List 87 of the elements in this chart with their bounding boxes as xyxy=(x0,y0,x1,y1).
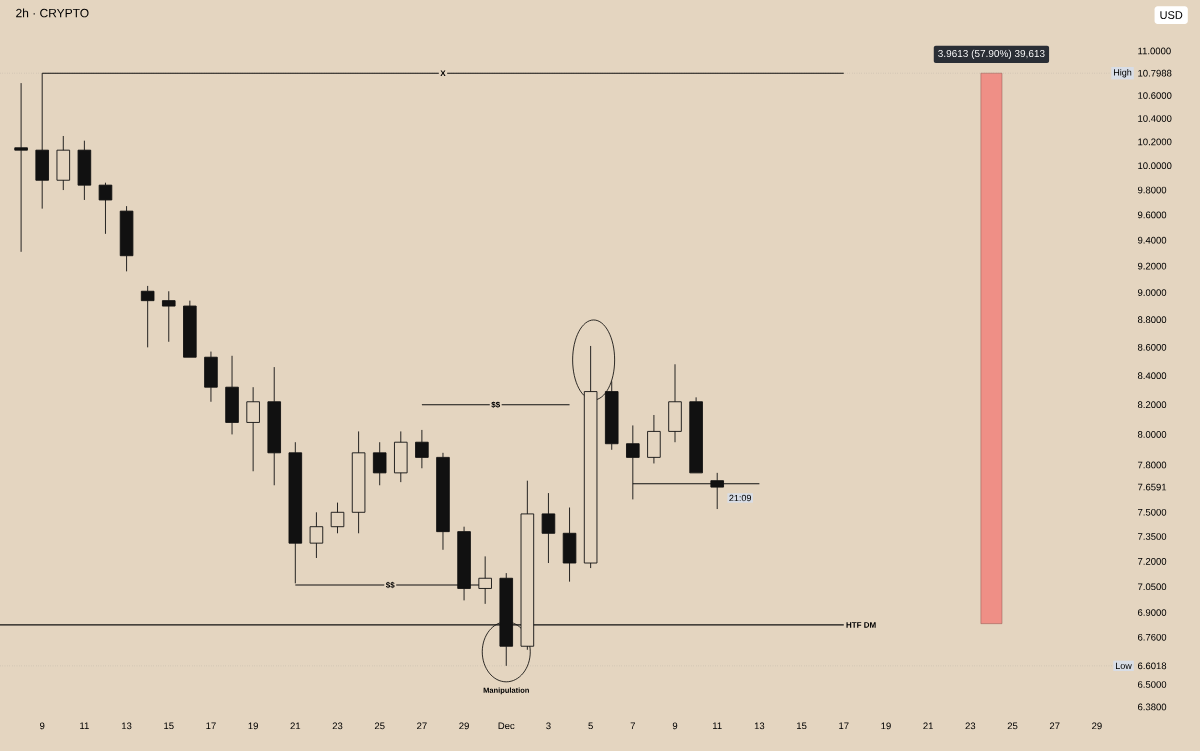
y-tick-label: 7.8000 xyxy=(1138,461,1167,469)
x-tick-label: 21 xyxy=(290,722,301,730)
candlestick xyxy=(647,414,661,464)
series-label: X xyxy=(440,70,446,76)
y-tick-label: 7.5000 xyxy=(1138,508,1167,516)
x-tick-label: 13 xyxy=(122,722,132,730)
candlestick xyxy=(14,82,28,253)
candlestick xyxy=(56,135,71,191)
x-tick-label: 9 xyxy=(39,722,45,730)
candlestick xyxy=(415,429,429,469)
candlestick xyxy=(330,502,345,534)
candlestick xyxy=(77,140,92,201)
y-tick-label: 9.6000 xyxy=(1137,211,1167,219)
candlestick xyxy=(436,452,450,551)
y-tick-label: 6.9000 xyxy=(1138,609,1167,616)
y-tick-label: 6.6018 xyxy=(1138,662,1167,670)
x-tick-label: 17 xyxy=(839,722,849,730)
candlestick xyxy=(604,380,619,451)
x-tick-label: 27 xyxy=(1049,722,1060,730)
data-label: 3.9613 (57.90%) 39,613 xyxy=(938,49,1045,59)
x-tick-label: 27 xyxy=(417,722,427,730)
y-tick-label: 7.2000 xyxy=(1138,558,1167,565)
x-tick-label: 25 xyxy=(374,722,385,730)
y-tick-label: 8.4000 xyxy=(1137,372,1167,380)
y-tick-label: 6.3800 xyxy=(1138,703,1167,711)
x-tick-label: 25 xyxy=(1007,722,1018,730)
candlestick xyxy=(583,345,598,569)
x-tick-label: 19 xyxy=(881,722,891,730)
x-tick-label: 23 xyxy=(332,722,343,730)
y-tick-label: 7.3500 xyxy=(1138,533,1167,540)
x-tick-label: 19 xyxy=(248,722,258,730)
candlestick xyxy=(267,366,282,486)
chart-title: 2h · CRYPTO xyxy=(16,8,89,18)
candlestick xyxy=(668,363,682,443)
x-tick-label: 7 xyxy=(630,722,635,730)
candlestick xyxy=(351,430,366,534)
x-tick-label: 11 xyxy=(80,722,89,730)
y-tick-label: 9.2000 xyxy=(1137,262,1167,270)
x-tick-label: 13 xyxy=(754,722,765,730)
y-tick-label: 9.4000 xyxy=(1137,236,1167,244)
x-tick-label: 5 xyxy=(588,722,593,730)
x-tick-label: 29 xyxy=(1092,722,1102,730)
x-tick-label: Dec xyxy=(498,722,515,730)
y-tick-label: 10.2000 xyxy=(1138,138,1172,146)
ref-line-label: Low xyxy=(1116,662,1132,669)
x-tick-label: 11 xyxy=(712,722,722,730)
x-tick-label: 15 xyxy=(164,722,174,730)
x-tick-label: 29 xyxy=(459,722,469,730)
y-tick-label: 8.6000 xyxy=(1137,343,1167,351)
y-tick-label: 9.8000 xyxy=(1137,186,1167,194)
y-tick-label: 11.0000 xyxy=(1138,47,1171,55)
candlestick xyxy=(309,511,324,559)
candlestick xyxy=(140,285,155,348)
series-label: $$ xyxy=(385,581,395,589)
candlestick xyxy=(541,492,556,564)
candlestick xyxy=(246,386,260,472)
x-tick-label: 9 xyxy=(672,722,678,730)
y-tick-label: 8.0000 xyxy=(1137,431,1167,438)
y-tick-label: 10.0000 xyxy=(1138,162,1172,170)
candlestick xyxy=(161,290,176,343)
candlestick xyxy=(562,507,577,583)
y-tick-label: 10.7988 xyxy=(1138,69,1172,77)
candlestick xyxy=(204,351,218,403)
annotation: 21:09 xyxy=(729,494,751,502)
x-tick-label: 17 xyxy=(206,722,216,730)
candlestick xyxy=(372,441,387,486)
series-label: HTF DM xyxy=(846,622,876,628)
candlestick xyxy=(119,205,134,272)
candlestick xyxy=(394,430,408,483)
y-tick-label: 6.5000 xyxy=(1138,681,1167,688)
y-tick-label: 10.6000 xyxy=(1138,92,1172,99)
ref-line-label: High xyxy=(1114,69,1132,78)
y-tick-label: 6.7600 xyxy=(1138,633,1167,641)
text: USD xyxy=(1160,11,1183,19)
y-tick-label: 7.0500 xyxy=(1138,583,1167,591)
y-tick-label: 8.2000 xyxy=(1137,401,1167,409)
y-tick-label: 10.4000 xyxy=(1138,115,1172,122)
candlestick xyxy=(225,355,239,435)
x-tick-label: 23 xyxy=(965,722,976,730)
series-label: $$ xyxy=(491,401,501,408)
candlestick xyxy=(98,182,113,235)
x-tick-label: 21 xyxy=(923,722,933,730)
x-tick-label: 15 xyxy=(797,722,807,730)
x-tick-label: 3 xyxy=(546,722,551,730)
y-tick-label: 7.6591 xyxy=(1138,483,1167,491)
y-tick-label: 8.8000 xyxy=(1137,316,1167,324)
y-tick-label: 9.0000 xyxy=(1137,289,1167,296)
